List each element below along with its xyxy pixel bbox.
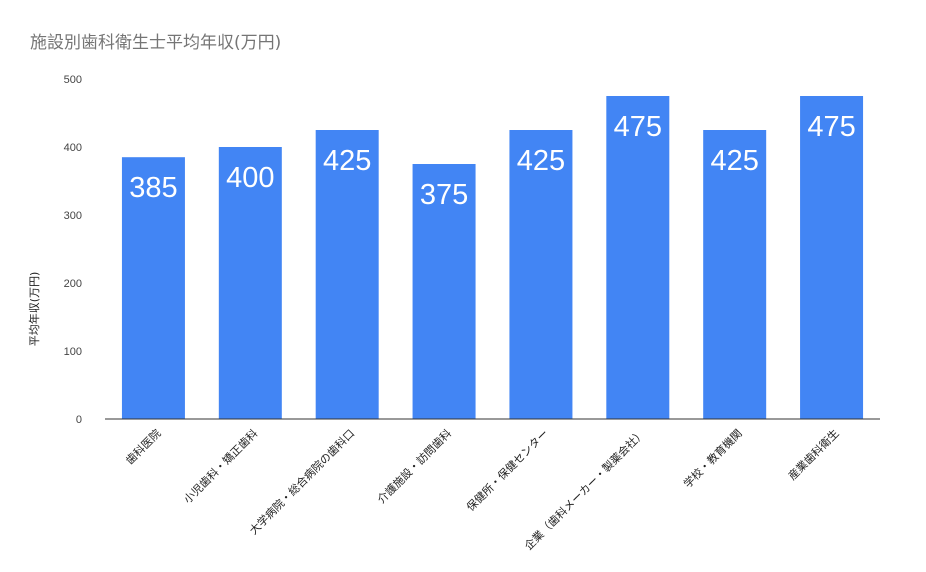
data-labels: 385 400 425 375 425 475 425 475 [129,111,856,211]
y-tick-label-2: 200 [64,278,82,290]
data-label-5: 475 [614,111,662,143]
category-label-3: 介護施設・訪問歯科 [374,426,454,506]
bar-6 [703,130,767,419]
bar-7 [800,96,864,419]
category-label-6: 学校・教育機関 [680,426,744,490]
y-tick-label-1: 100 [64,346,82,358]
y-tick-label-5: 500 [64,74,82,86]
bar-2 [315,130,379,419]
y-tick-label-3: 300 [64,210,82,222]
y-tick-label-4: 400 [64,142,82,154]
category-label-1: 小児歯科・矯正歯科 [181,426,261,506]
bar-1 [218,147,282,419]
bars [121,96,864,419]
data-label-4: 425 [517,145,565,177]
data-label-6: 425 [710,145,758,177]
data-label-1: 400 [226,162,274,194]
data-label-3: 375 [420,179,468,211]
bar-4 [509,130,573,419]
data-label-2: 425 [323,145,371,177]
category-label-0: 歯科医院 [123,426,164,467]
chart-title: 施設別歯科衛生士平均年収(万円) [30,33,281,53]
bar-3 [412,164,476,419]
y-tick-label-0: 0 [76,414,82,426]
data-label-7: 475 [807,111,855,143]
bar-0 [121,157,185,419]
y-axis-label: 平均年収(万円) [27,272,41,347]
category-label-2: 大学病院・総合病院の歯科口 [246,426,357,537]
y-axis-ticks: 0 100 200 300 400 500 [64,74,82,426]
category-label-4: 保健所・保健センター [463,426,551,514]
bar-5 [606,96,670,419]
category-label-7: 産業歯科衛生 [785,426,842,483]
data-label-0: 385 [129,172,177,204]
